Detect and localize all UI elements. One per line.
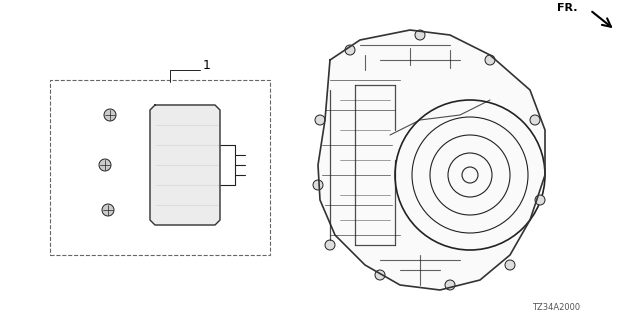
Polygon shape [150, 105, 220, 225]
Ellipse shape [315, 115, 325, 125]
Bar [50, 80, 270, 255]
Ellipse shape [313, 180, 323, 190]
Text: FR.: FR. [557, 3, 578, 13]
Ellipse shape [325, 240, 335, 250]
Ellipse shape [445, 280, 455, 290]
Ellipse shape [345, 45, 355, 55]
Ellipse shape [375, 270, 385, 280]
Polygon shape [318, 30, 545, 290]
Ellipse shape [530, 115, 540, 125]
Ellipse shape [102, 204, 114, 216]
Ellipse shape [535, 195, 545, 205]
Text: 1: 1 [203, 59, 211, 71]
Ellipse shape [104, 109, 116, 121]
Ellipse shape [99, 159, 111, 171]
Ellipse shape [485, 55, 495, 65]
Ellipse shape [505, 260, 515, 270]
Text: TZ34A2000: TZ34A2000 [532, 303, 580, 312]
Ellipse shape [415, 30, 425, 40]
